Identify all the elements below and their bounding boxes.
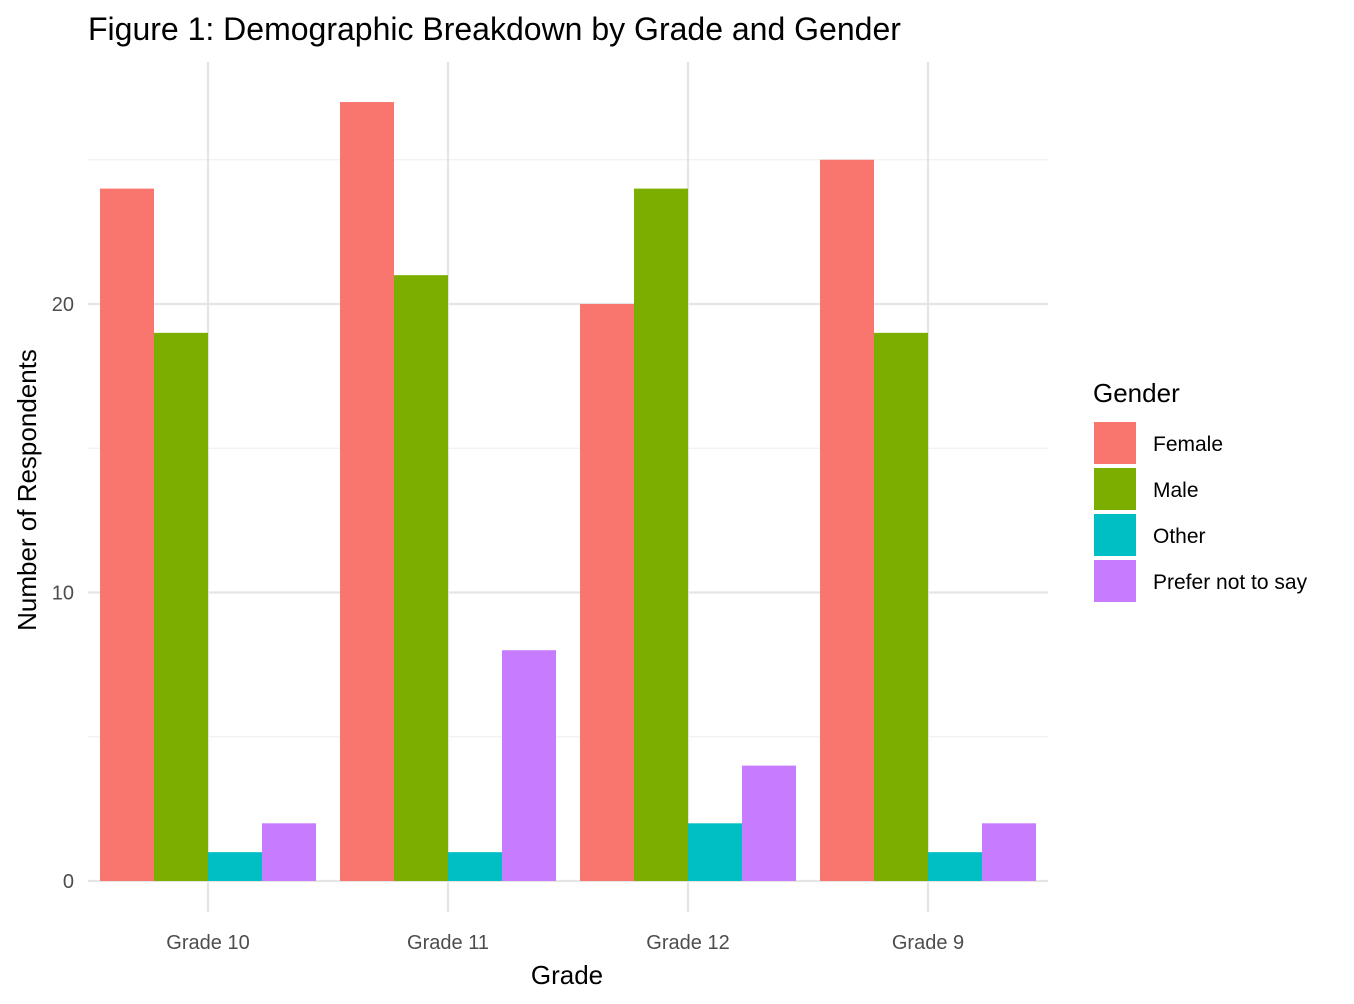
y-tick-label: 0 [63,871,74,893]
bar-male-grade-12 [634,188,688,882]
x-tick-label: Grade 9 [892,932,964,954]
bar-prefer-not-to-say-grade-9 [982,823,1036,881]
chart-title: Figure 1: Demographic Breakdown by Grade… [88,11,901,47]
bar-male-grade-9 [874,332,928,882]
legend-label: Male [1153,479,1199,502]
bars [100,102,1036,882]
legend-label: Female [1153,433,1223,456]
y-axis-ticks: 0 10 20 [52,294,74,893]
x-axis-ticks: Grade 10 Grade 11 Grade 12 Grade 9 [166,932,964,954]
legend-swatch-prefer-not-to-say [1094,560,1136,602]
x-tick-label: Grade 11 [407,932,489,954]
bar-prefer-not-to-say-grade-10 [262,823,316,881]
x-axis-title: Grade [531,960,603,990]
legend-swatch-other [1094,514,1136,556]
bar-female-grade-11 [340,102,394,882]
legend-swatch-female [1094,422,1136,464]
legend-label: Prefer not to say [1153,571,1308,594]
bar-female-grade-12 [580,304,634,881]
x-tick-label: Grade 12 [646,932,729,954]
legend: Gender Female Male Other Prefer not to say [1093,378,1308,602]
bar-male-grade-10 [154,332,208,882]
bar-prefer-not-to-say-grade-12 [742,765,796,881]
bar-female-grade-10 [100,188,154,882]
x-tick-label: Grade 10 [166,932,249,954]
legend-label: Other [1153,525,1206,548]
bar-other-grade-11 [448,852,502,881]
bar-prefer-not-to-say-grade-11 [502,650,556,881]
y-tick-label: 10 [52,583,74,605]
bar-other-grade-12 [688,823,742,881]
y-axis-title: Number of Respondents [12,349,42,631]
legend-swatch-male [1094,468,1136,510]
legend-title: Gender [1093,378,1180,408]
bar-other-grade-9 [928,852,982,881]
bar-male-grade-11 [394,275,448,881]
bar-female-grade-9 [820,159,874,881]
bar-other-grade-10 [208,852,262,881]
y-tick-label: 20 [52,294,74,316]
